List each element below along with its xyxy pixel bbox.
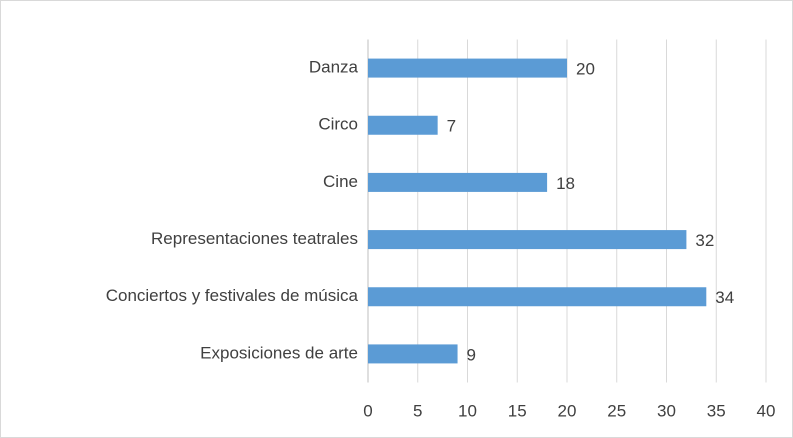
data-label: 9: [467, 345, 476, 364]
x-tick-label: 35: [707, 401, 726, 420]
data-label: 34: [715, 288, 734, 307]
y-tick-label: Danza: [309, 58, 359, 77]
x-tick-label: 15: [508, 401, 527, 420]
x-tick-label: 40: [757, 401, 776, 420]
y-tick-label: Cine: [323, 172, 358, 191]
data-label: 32: [695, 231, 714, 250]
bar: [368, 172, 548, 192]
bar: [368, 58, 567, 78]
y-tick-label: Exposiciones de arte: [200, 343, 358, 362]
data-label: 7: [447, 117, 456, 136]
x-tick-label: 10: [458, 401, 477, 420]
y-tick-label: Conciertos y festivales de música: [106, 286, 359, 305]
x-tick-label: 20: [558, 401, 577, 420]
x-tick-label: 0: [363, 401, 372, 420]
bar: [368, 287, 707, 307]
y-tick-label: Circo: [318, 115, 358, 134]
data-label: 18: [556, 174, 575, 193]
x-tick-label: 25: [607, 401, 626, 420]
bar: [368, 230, 687, 250]
bar: [368, 344, 458, 364]
y-tick-label: Representaciones teatrales: [151, 229, 358, 248]
x-tick-label: 30: [657, 401, 676, 420]
x-tick-label: 5: [413, 401, 422, 420]
bar: [368, 115, 438, 135]
data-label: 20: [576, 60, 595, 79]
